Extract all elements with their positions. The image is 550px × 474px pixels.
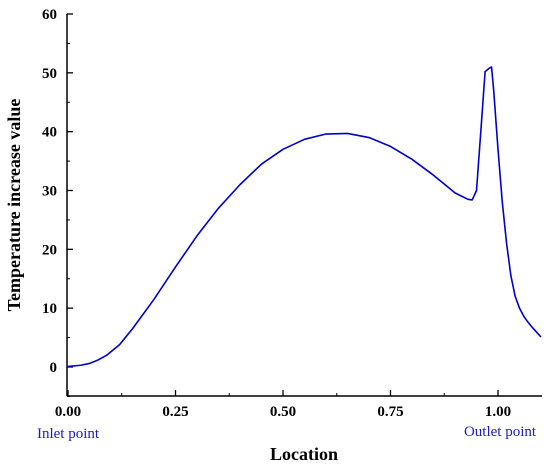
y-tick-label: 10 [42, 301, 57, 317]
x-tick-label: 0.25 [162, 404, 188, 420]
x-tick-label: 0.00 [55, 404, 81, 420]
y-tick-label: 40 [42, 125, 57, 141]
series-line [67, 66, 542, 368]
outlet-point-annotation: Outlet point [464, 424, 537, 440]
x-axis-label: Location [270, 444, 338, 464]
x-tick-label: 0.75 [377, 404, 403, 420]
x-tick-label: 0.50 [270, 404, 296, 420]
plot-area: 0 10 20 30 40 50 60 0.00 0.25 0.50 0.75 1.00 [42, 7, 542, 420]
y-tick-label: 30 [42, 184, 57, 200]
y-tick-label: 50 [42, 66, 57, 82]
y-tick-label: 0 [50, 360, 58, 376]
inlet-point-annotation: Inlet point [37, 426, 100, 442]
y-tick-label: 20 [42, 242, 57, 258]
y-axis-label: Temperature increase value [4, 99, 24, 312]
y-tick-label: 60 [42, 7, 57, 23]
x-tick-label: 1.00 [485, 404, 511, 420]
